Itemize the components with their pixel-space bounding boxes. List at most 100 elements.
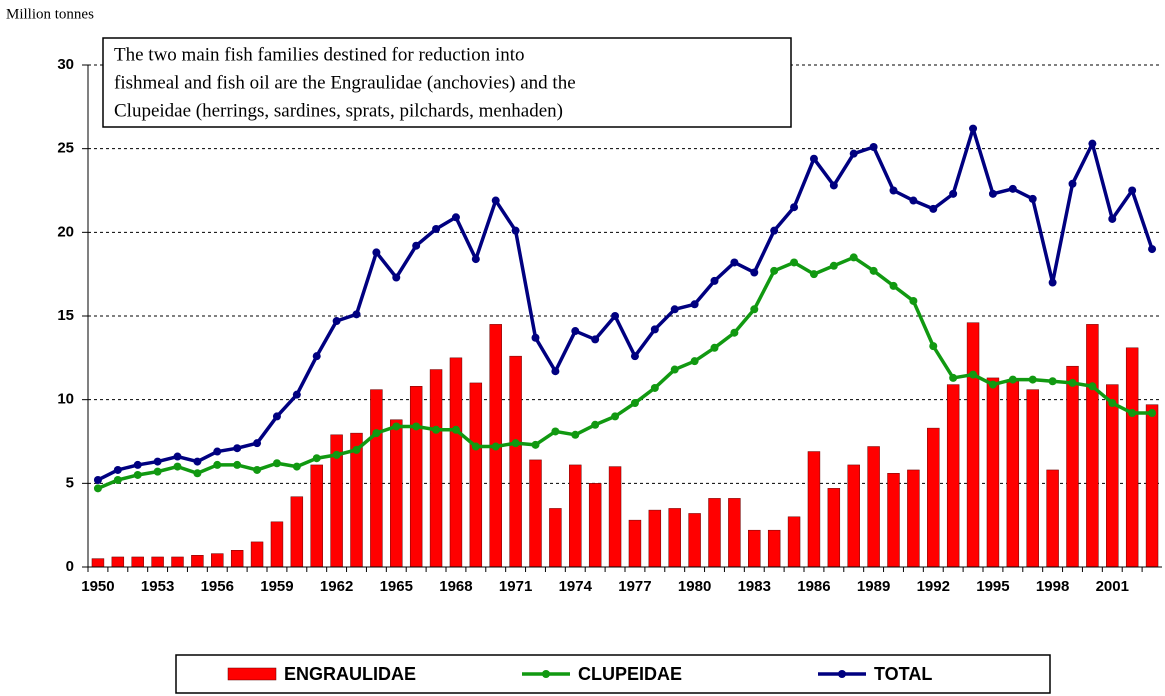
marker (571, 327, 580, 336)
bar (588, 483, 602, 568)
x-tick-label: 1995 (976, 578, 1009, 595)
bar (1145, 404, 1159, 568)
x-tick-label: 2001 (1096, 578, 1129, 595)
marker (352, 310, 361, 319)
marker (253, 465, 262, 474)
bar (230, 550, 244, 568)
bar (907, 469, 920, 568)
marker (332, 317, 341, 326)
marker (511, 226, 520, 235)
marker (432, 224, 441, 233)
y-axis-label: Million tonnes (6, 6, 94, 22)
marker (193, 469, 202, 478)
marker (710, 276, 719, 285)
marker (1068, 378, 1077, 387)
marker (1108, 214, 1117, 223)
bar (668, 508, 681, 568)
bar (191, 555, 204, 568)
x-tick-label: 1956 (201, 578, 234, 595)
marker (292, 390, 301, 399)
marker (193, 457, 202, 466)
marker (1028, 375, 1037, 384)
marker (412, 241, 421, 250)
annotation-text: fishmeal and fish oil are the Engraulida… (114, 72, 576, 93)
marker (471, 442, 480, 451)
marker (809, 270, 818, 279)
bar (827, 488, 841, 568)
marker (1008, 375, 1017, 384)
marker (292, 462, 301, 471)
bar (1006, 381, 1020, 568)
marker (988, 189, 997, 198)
marker (1048, 377, 1057, 386)
x-tick-label: 1953 (141, 578, 174, 595)
marker (1128, 186, 1137, 195)
marker (1128, 409, 1137, 418)
bar (1086, 324, 1099, 568)
marker (829, 181, 838, 190)
marker (272, 412, 281, 421)
x-tick-label: 1983 (738, 578, 771, 595)
marker (630, 399, 639, 408)
bar (807, 451, 821, 568)
bar (608, 466, 622, 568)
legend-marker (542, 670, 550, 678)
marker (889, 186, 898, 195)
marker (1088, 382, 1097, 391)
bar (171, 556, 184, 568)
marker (670, 365, 679, 374)
marker (153, 457, 162, 466)
y-tick-label: 15 (57, 307, 74, 324)
bar (946, 384, 960, 568)
bar (429, 369, 443, 568)
bar (310, 464, 323, 568)
x-tick-label: 1950 (81, 578, 114, 595)
x-tick-label: 1965 (380, 578, 413, 595)
legend-marker (838, 670, 846, 678)
marker (690, 300, 699, 309)
marker (969, 370, 978, 379)
marker (949, 373, 958, 382)
marker (770, 226, 779, 235)
bar (887, 473, 900, 568)
y-tick-label: 0 (66, 558, 74, 575)
marker (710, 343, 719, 352)
marker (790, 203, 799, 212)
marker (312, 454, 321, 463)
annotation-text: The two main fish families destined for … (114, 44, 525, 65)
bar (728, 498, 741, 568)
bar (986, 377, 1000, 568)
marker (451, 425, 460, 434)
marker (332, 450, 341, 459)
bar (927, 427, 940, 568)
bar (131, 556, 144, 568)
marker (889, 281, 898, 290)
marker (113, 475, 122, 484)
marker (650, 325, 659, 334)
legend-label: TOTAL (874, 664, 932, 684)
y-tick-label: 25 (57, 140, 74, 157)
bar (648, 509, 662, 568)
marker (849, 253, 858, 262)
x-tick-label: 1998 (1036, 578, 1069, 595)
marker (392, 273, 401, 282)
y-tick-label: 5 (66, 474, 74, 491)
x-tick-label: 1986 (797, 578, 830, 595)
bar (1026, 389, 1039, 568)
marker (491, 442, 500, 451)
marker (1148, 245, 1157, 254)
marker (551, 367, 560, 376)
marker (352, 445, 361, 454)
marker (829, 261, 838, 270)
marker (233, 460, 242, 469)
bar (469, 382, 483, 568)
marker (1008, 184, 1017, 193)
bar (449, 357, 463, 568)
marker (730, 258, 739, 267)
marker (113, 465, 122, 474)
bar (549, 508, 562, 568)
marker (571, 430, 580, 439)
marker (969, 124, 978, 133)
x-tick-label: 1992 (917, 578, 950, 595)
marker (730, 328, 739, 337)
